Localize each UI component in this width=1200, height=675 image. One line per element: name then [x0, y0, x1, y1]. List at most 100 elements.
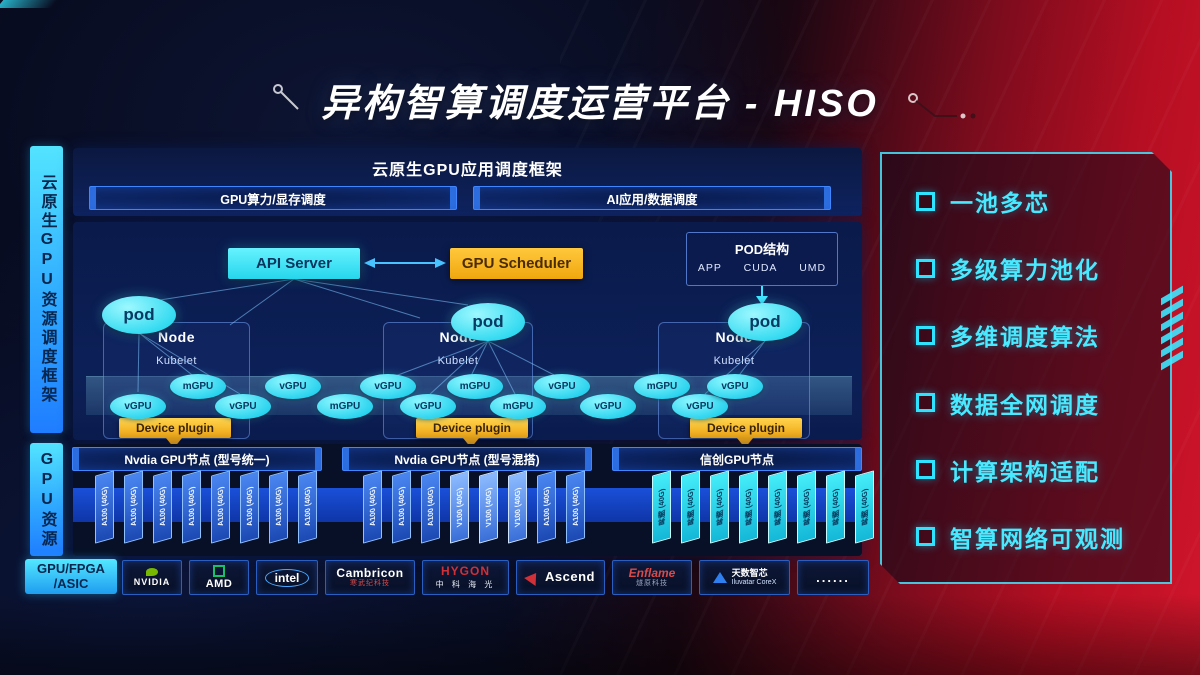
gpu-card-label: A100 (40G) [100, 486, 109, 528]
hardware-types-line2: /ASIC [53, 575, 89, 591]
gpu-card: A100 (40G) [566, 470, 585, 544]
gpu-card-label: A100 (40G) [216, 486, 225, 528]
node-title: Node [158, 329, 195, 345]
vendor-name: 天数智芯 [731, 567, 768, 578]
vendor-nvidia: NVIDIA [122, 560, 182, 595]
gpu-card: 昇腾 (40G) [797, 470, 816, 544]
gpu-card: A100 (40G) [421, 470, 440, 544]
gpu-card-label: A100 (40G) [274, 486, 283, 528]
gpu-card: A100 (40G) [124, 470, 143, 544]
vendor-logo-strip: NVIDIA AMD intel Cambricon 寒武纪科技 HYGON 中… [122, 560, 869, 595]
gpu-card: A100 (40G) [153, 470, 172, 544]
gpu-card: 昇腾 (40G) [652, 470, 671, 544]
vendor-cambricon: Cambricon 寒武纪科技 [325, 560, 415, 595]
kubelet-label: Kubelet [713, 355, 755, 367]
page-title: 异构智算调度运营平台 - HISO [321, 83, 879, 125]
feature-item: 数据全网调度 [916, 386, 1146, 420]
vendor-name: NVIDIA [133, 577, 171, 587]
gpu-card-label: V100 (40G) [484, 486, 493, 528]
hardware-types-badge: GPU/FPGA /ASIC [25, 559, 117, 594]
gpu-card-label: V100 (40G) [455, 486, 464, 528]
nvidia-eye-icon [146, 568, 158, 576]
pod-ellipse-1: pod [102, 296, 176, 334]
vendor-hygon: HYGON 中 科 海 光 [422, 560, 509, 595]
gpu-card-label: A100 (40G) [187, 486, 196, 528]
device-plugin-box: Device plugin [416, 418, 528, 438]
gpu-card: A100 (40G) [298, 470, 317, 544]
gpu-card-label: A100 (40G) [368, 486, 377, 528]
feature-item: 智算网络可观测 [916, 520, 1146, 554]
gpu-group-header-1: Nvdia GPU节点 (型号统一) [72, 447, 322, 471]
intel-oval-logo: intel [264, 568, 310, 587]
square-bullet-icon [916, 192, 935, 211]
gpu-card-label: 昇腾 (40G) [831, 487, 840, 527]
vendor-subname: Iluvatar CoreX [731, 578, 777, 586]
feature-list: 一池多芯 多级算力池化 多维调度算法 数据全网调度 计算架构适配 智算网络可观测 [916, 184, 1146, 554]
gpu-card-label: A100 (40G) [397, 486, 406, 528]
down-arrow-icon [737, 438, 753, 448]
gpu-card: 昇腾 (40G) [768, 470, 787, 544]
gpu-card-label: A100 (40G) [303, 486, 312, 528]
gpu-card: 昇腾 (40G) [855, 470, 874, 544]
square-bullet-icon [916, 393, 935, 412]
feature-label: 数据全网调度 [950, 391, 1100, 418]
feature-label: 多维调度算法 [950, 324, 1100, 351]
pod-ellipse-2: pod [451, 303, 525, 341]
vendor-name: Enflame [628, 565, 676, 580]
gpu-card-label: A100 (40G) [542, 486, 551, 528]
gpu-card-group-2: A100 (40G) A100 (40G) A100 (40G) V100 (40G)… [363, 470, 585, 544]
gpu-card-label: 昇腾 (40G) [657, 487, 666, 527]
gpu-card: A100 (40G) [211, 470, 230, 544]
sidebar-bottom-text: GPU资源 [38, 450, 56, 549]
gpu-card: A100 (40G) [240, 470, 259, 544]
gpu-card: A100 (40G) [392, 470, 411, 544]
gpu-card-label: 昇腾 (40G) [715, 487, 724, 527]
gpu-card-group-1: A100 (40G) A100 (40G) A100 (40G) A100 (40G)… [95, 470, 317, 544]
amd-square-icon [213, 564, 225, 577]
pod-structure-title: POD结构 [734, 242, 790, 257]
vendor-intel: intel [256, 560, 318, 595]
gpu-card: V100 (40G) [508, 470, 527, 544]
down-arrow-icon [463, 438, 479, 448]
square-bullet-icon [916, 326, 935, 345]
ascend-triangle-icon [524, 568, 542, 587]
gpu-group-header-3: 信创GPU节点 [612, 447, 862, 471]
gpu-card-label: 昇腾 (40G) [744, 487, 753, 527]
iluvatar-triangle-icon [712, 572, 727, 583]
gpu-card: A100 (40G) [537, 470, 556, 544]
gpu-card: V100 (40G) [450, 470, 469, 544]
kubelet-label: Kubelet [437, 355, 479, 367]
gpu-card: 昇腾 (40G) [710, 470, 729, 544]
gpu-card-label: 昇腾 (40G) [860, 487, 869, 527]
pod-structure-box: POD结构 APP CUDA UMD [686, 232, 838, 286]
vendor-subname: 寒武纪科技 [350, 579, 390, 587]
gpu-card: V100 (40G) [479, 470, 498, 544]
vendor-name: HYGON [440, 564, 490, 579]
gpu-card: 昇腾 (40G) [681, 470, 700, 544]
vendor-enflame: Enflame 燧原科技 [612, 560, 692, 595]
gpu-card: 昇腾 (40G) [826, 470, 845, 544]
gpu-card-label: 昇腾 (40G) [802, 487, 811, 527]
square-bullet-icon [916, 259, 935, 278]
pod-layer-app: APP [697, 262, 722, 274]
hardware-types-line1: GPU/FPGA [37, 560, 105, 576]
scheduling-bar-ai-data: AI应用/数据调度 [473, 186, 831, 210]
framework-header-panel: 云原生GPU应用调度框架 GPU算力/显存调度 AI应用/数据调度 [73, 148, 862, 216]
feature-item: 多维调度算法 [916, 318, 1146, 352]
gpu-scheduler-box: GPU Scheduler [450, 248, 583, 279]
feature-label: 多级算力池化 [950, 257, 1100, 284]
gpu-card-label: A100 (40G) [245, 486, 254, 528]
vendor-subname: 中 科 海 光 [435, 579, 496, 589]
ellipsis-label: ...... [816, 570, 850, 585]
hazard-stripes-icon [1161, 285, 1183, 371]
gpu-card-group-3: 昇腾 (40G) 昇腾 (40G) 昇腾 (40G) 昇腾 (40G) 昇腾 (40G)… [652, 470, 874, 544]
api-server-box: API Server [228, 248, 360, 279]
gpu-group-header-2: Nvdia GPU节点 (型号混搭) [342, 447, 592, 471]
gpu-card-label: A100 (40G) [158, 486, 167, 528]
feature-label: 一池多芯 [950, 190, 1050, 216]
scheduling-bar-gpu-memory: GPU算力/显存调度 [89, 186, 457, 210]
pod-layer-cuda: CUDA [743, 262, 778, 274]
circuit-deco-right-icon [908, 93, 976, 119]
